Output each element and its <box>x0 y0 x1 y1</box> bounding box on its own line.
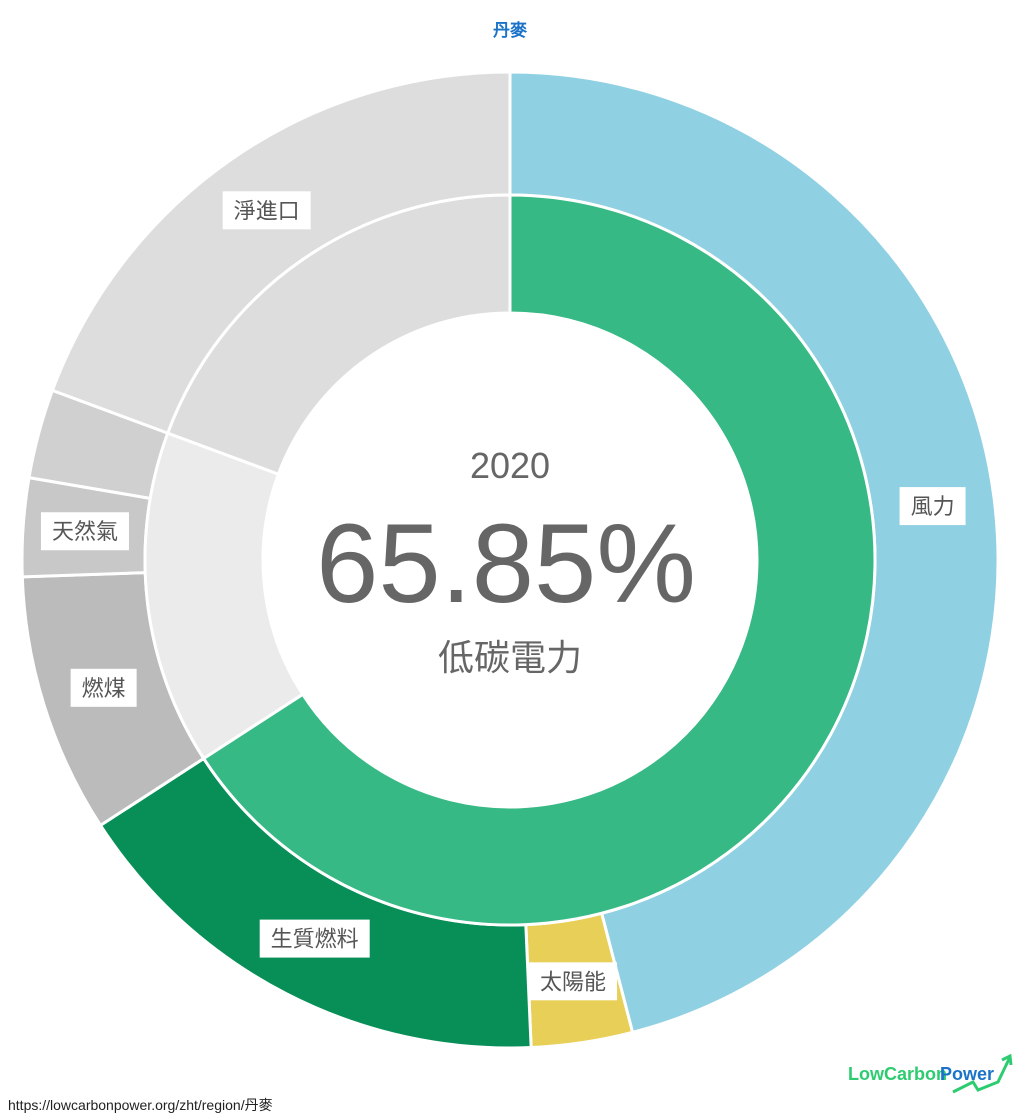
logo-arrow-icon <box>952 1056 1012 1094</box>
segment-label: 淨進口 <box>234 198 300 223</box>
label-box <box>40 512 129 551</box>
inner-segment-0[interactable] <box>201 193 877 927</box>
label-box <box>222 191 311 230</box>
center-value: 65.85% <box>316 501 696 626</box>
logo-text-power: Power <box>940 1064 994 1084</box>
lowcarbonpower-logo: LowCarbon Power <box>848 1053 1013 1094</box>
source-url: https://lowcarbonpower.org/zht/region/丹麥 <box>8 1097 273 1113</box>
segment-label: 燃煤 <box>82 676 126 701</box>
logo-text-low: LowCarbon <box>848 1064 947 1084</box>
segment-label: 太陽能 <box>540 969 606 994</box>
segment-label: 生質燃料 <box>271 927 359 952</box>
segment-label: 風力 <box>911 494 955 519</box>
inner-ring <box>143 193 877 927</box>
outer-ring <box>20 70 1000 1050</box>
center-year: 2020 <box>470 445 550 486</box>
chart-title: 丹麥 <box>493 21 527 40</box>
label-box <box>899 487 966 526</box>
inner-segment-2[interactable] <box>165 193 512 477</box>
label-box <box>259 919 370 958</box>
center-label: 低碳電力 <box>438 637 582 678</box>
label-box <box>70 668 137 707</box>
label-box <box>529 962 618 1001</box>
segment-label: 天然氣 <box>52 519 118 544</box>
